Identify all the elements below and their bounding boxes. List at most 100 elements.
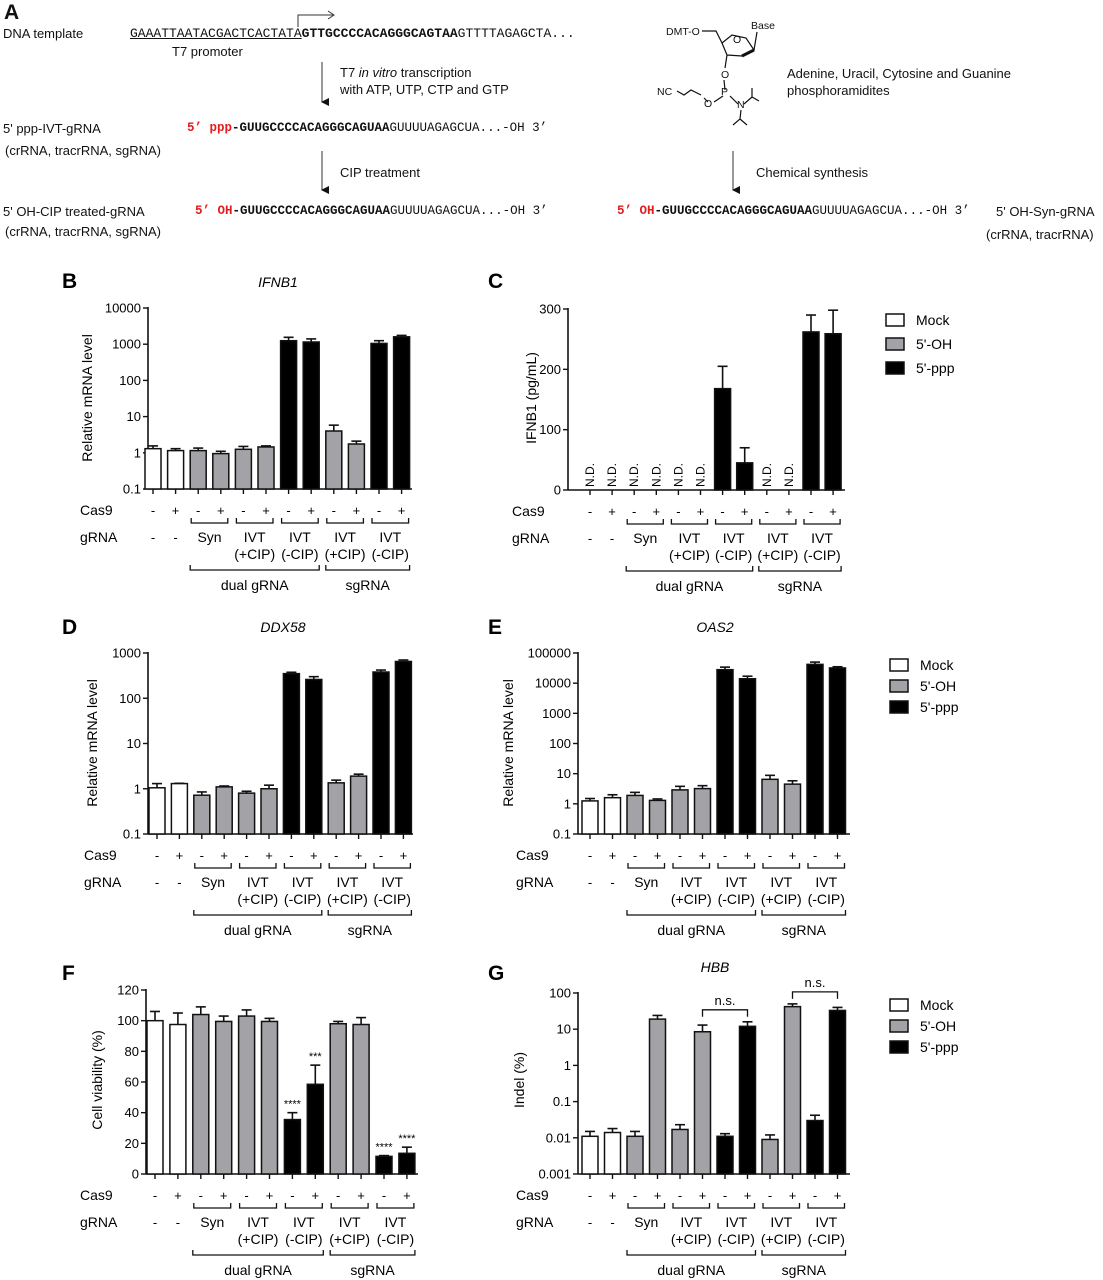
bar [260, 1020, 279, 1175]
panel-letter: F [62, 962, 75, 985]
pair-bracket [762, 863, 801, 869]
cas9-value: - [379, 848, 383, 863]
y-tick-label: 1 [564, 796, 571, 811]
pair-bracket [283, 863, 322, 869]
pair-bracket [238, 1203, 278, 1209]
cas9-value: + [403, 1188, 411, 1203]
y-tick-label: 100 [119, 691, 141, 706]
group-bracket [325, 565, 411, 571]
bar [349, 775, 368, 835]
comparison-bracket [791, 991, 839, 999]
bar [148, 787, 166, 835]
grna-pair-sublabel: (+CIP) [237, 891, 278, 907]
y-tick-label: 120 [117, 983, 139, 998]
grna-pair-label: IVT [247, 874, 269, 890]
chart-title: IFNB1 [258, 274, 298, 290]
pair-bracket [193, 1203, 232, 1209]
group-label: dual gRNA [221, 577, 289, 593]
y-tick-label: 0 [132, 1167, 139, 1182]
bar [806, 1119, 824, 1175]
bar [146, 1019, 164, 1175]
pair-bracket [759, 519, 797, 525]
cas9-value: + [400, 848, 408, 863]
ppp-gRNA-label: 5' ppp-IVT-gRNA [3, 121, 101, 136]
legend-label: 5'-ppp [916, 360, 955, 376]
dmt-label: DMT-O [666, 26, 700, 38]
grna-pair-sublabel: (+CIP) [234, 546, 275, 562]
bar [648, 799, 667, 835]
group-label: dual gRNA [224, 1262, 292, 1278]
cas9-value: + [609, 1188, 617, 1203]
cas9-value: - [199, 1188, 203, 1203]
cas9-value: - [720, 504, 724, 519]
y-tick-label: 0.1 [553, 1094, 571, 1109]
group-bracket [761, 910, 847, 916]
cas9-value: + [265, 848, 273, 863]
cas9-value: + [609, 848, 617, 863]
ring-oxygen-label: O [733, 34, 741, 46]
bar [237, 1015, 256, 1175]
grna-value: - [610, 1215, 614, 1230]
bar [212, 452, 230, 490]
grna-pair-label: Syn [197, 529, 221, 545]
panel-letter: B [62, 270, 77, 293]
pair-bracket [330, 1203, 369, 1209]
rna-tail-sequence: GUUUUAGAGCUA...-OH 3’ [812, 204, 970, 218]
ppp-rna-sequence: 5’ ppp-GUUGCCCCACAGGGCAGUAAGUUUUAGAGCUA.… [187, 122, 547, 135]
cas9-row-label: Cas9 [80, 1187, 113, 1203]
legend-swatch [889, 658, 909, 672]
significance-label: **** [284, 1099, 302, 1111]
grna-value: - [155, 875, 159, 890]
grna-pair-sublabel: (+CIP) [669, 547, 710, 563]
group-label: sgRNA [782, 1262, 827, 1278]
bar [166, 449, 185, 490]
group-bracket [327, 910, 413, 916]
grna-value: - [153, 1215, 157, 1230]
phosphoramidite-label-2: phosphoramidites [787, 83, 890, 98]
pair-bracket [190, 518, 229, 524]
bar [375, 1155, 393, 1175]
dna-tail-sequence: GTTTTAGAGCTA... [457, 26, 575, 41]
pair-bracket [803, 519, 841, 525]
bar [327, 782, 345, 835]
cas9-value: - [153, 1188, 157, 1203]
y-tick-label: 100 [119, 373, 141, 388]
grna-pair-label: IVT [680, 874, 702, 890]
grna-row-label: gRNA [516, 1214, 554, 1230]
pair-bracket [717, 1203, 756, 1209]
bar [234, 448, 253, 490]
cas9-row-label: Cas9 [84, 847, 117, 863]
pair-bracket [328, 863, 367, 869]
grna-pair-sublabel: (+CIP) [761, 891, 802, 907]
legend-swatch [885, 313, 905, 327]
cas9-value: + [353, 503, 361, 518]
cas9-value: + [834, 848, 842, 863]
group-bracket [761, 1250, 847, 1256]
pair-bracket [284, 1203, 323, 1209]
grna-pair-sublabel: (-CIP) [374, 891, 411, 907]
grna-value: - [610, 531, 614, 546]
y-tick-label: 300 [539, 302, 561, 317]
rna-target-sequence: -GUUGCCCCACAGGGCAGUAA [654, 204, 813, 218]
group-bracket [329, 1250, 416, 1256]
cas9-value: - [244, 848, 248, 863]
grna-pair-label: Syn [201, 874, 225, 890]
bar [260, 788, 278, 835]
cas9-value: - [290, 1188, 294, 1203]
cas9-value: - [768, 848, 772, 863]
phosphoramidite-structure [676, 30, 760, 126]
cas9-value: - [382, 1188, 386, 1203]
not-detected-label: N.D. [605, 463, 619, 487]
panel-letter: C [488, 270, 503, 293]
y-tick-label: 0.01 [546, 1130, 571, 1145]
grna-value: - [588, 1215, 592, 1230]
dna-target-sequence: GTTGCCCCACAGGGCAGTAA [301, 26, 458, 41]
grna-pair-sublabel: (-CIP) [285, 1231, 322, 1247]
group-label: dual gRNA [657, 922, 725, 938]
grna-pair-label: Syn [200, 1214, 224, 1230]
chart-panel-g: G HBB Indel (%) 0.001 0.01 0.1 1 10 100 n.s. n.s. C… [488, 959, 959, 1278]
grna-pair-sublabel: (+CIP) [761, 1231, 802, 1247]
grna-pair-label: IVT [767, 530, 789, 546]
chart-title: HBB [701, 959, 730, 975]
